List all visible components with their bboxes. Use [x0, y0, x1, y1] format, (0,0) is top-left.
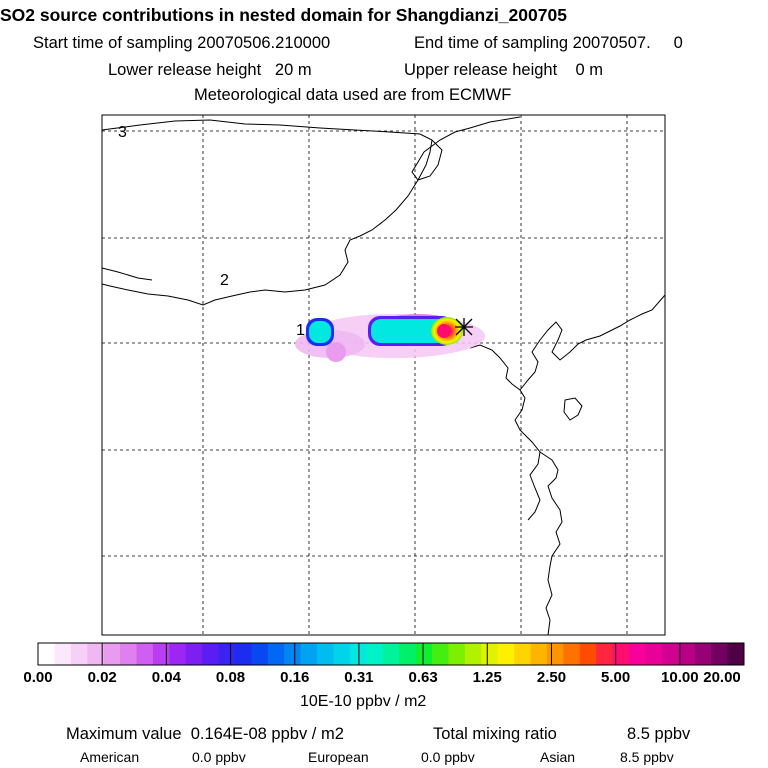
colorbar-swatch [317, 643, 335, 665]
colorbar-units: 10E-10 ppbv / m2 [300, 693, 427, 710]
colorbar-swatch [382, 643, 400, 665]
colorbar-swatch [415, 643, 433, 665]
region-label-2: 2 [220, 272, 229, 289]
colorbar-swatch [563, 643, 581, 665]
colorbar-swatch [185, 643, 203, 665]
colorbar-swatch [579, 643, 597, 665]
colorbar-swatch [481, 643, 499, 665]
region-label-1: 1 [296, 322, 305, 339]
colorbar-swatch [711, 643, 729, 665]
plot-title: SO2 source contributions in nested domai… [0, 5, 567, 25]
map-frame [101, 114, 666, 636]
colorbar-swatch [727, 643, 745, 665]
colorbar-swatch [202, 643, 220, 665]
asian-label: Asian [540, 749, 576, 765]
colorbar-swatch [218, 643, 236, 665]
colorbar-swatch [399, 643, 417, 665]
colorbar-tick-label: 20.00 [703, 669, 741, 686]
colorbar-swatch [432, 643, 449, 665]
colorbar-tick-label: 0.00 [23, 669, 53, 686]
colorbar-tick-label: 0.04 [151, 669, 181, 686]
colorbar-swatch [120, 643, 138, 665]
colorbar-swatch [530, 643, 548, 665]
colorbar-swatch [169, 643, 187, 665]
met-data-source: Meteorological data used are from ECMWF [194, 86, 512, 104]
colorbar-swatch [629, 643, 646, 665]
colorbar-tick-label: 0.16 [280, 669, 310, 686]
european-value: 0.0 ppbv [421, 749, 475, 765]
colorbar-swatch [87, 643, 105, 665]
lower-release-height: Lower release height 20 m [108, 61, 312, 79]
colorbar-swatch [38, 643, 55, 665]
colorbar-swatch [267, 643, 285, 665]
colorbar-swatch [645, 643, 663, 665]
colorbar-swatch [70, 643, 88, 665]
colorbar-swatch [152, 643, 170, 665]
station-marker-icon [455, 318, 473, 336]
start-sampling-time: Start time of sampling 20070506.210000 [33, 34, 331, 52]
lat-lon-grid [102, 115, 665, 635]
colorbar-swatch [514, 643, 532, 665]
so2-plume [295, 314, 485, 362]
end-sampling-time: End time of sampling 20070507. 0 [414, 34, 683, 52]
colorbar [37, 642, 745, 666]
total-mixing-ratio-value: 8.5 ppbv [627, 725, 691, 743]
colorbar-swatch [235, 643, 252, 665]
colorbar-tick-label: 10.00 [661, 669, 699, 686]
colorbar-swatch [661, 643, 679, 665]
colorbar-swatch [464, 643, 482, 665]
american-value: 0.0 ppbv [192, 749, 246, 765]
colorbar-tick-label: 2.50 [536, 669, 567, 686]
colorbar-swatch [251, 643, 269, 665]
maximum-value: Maximum value 0.164E-08 ppbv / m2 [66, 725, 344, 743]
colorbar-swatch [497, 643, 515, 665]
colorbar-swatch [596, 643, 614, 665]
colorbar-swatch [103, 643, 121, 665]
colorbar-swatch [54, 643, 72, 665]
colorbar-tick-label: 0.08 [215, 669, 246, 686]
colorbar-swatch [678, 643, 696, 665]
colorbar-tick-label: 1.25 [472, 669, 502, 686]
colorbar-tick-label: 0.63 [408, 669, 438, 686]
colorbar-swatch [448, 643, 466, 665]
colorbar-tick-label: 0.02 [87, 669, 117, 686]
colorbar-swatch [333, 643, 351, 665]
european-label: European [308, 749, 369, 765]
colorbar-swatch [612, 643, 630, 665]
total-mixing-ratio-label: Total mixing ratio [433, 725, 557, 743]
colorbar-swatch [284, 643, 302, 665]
country-boundaries [101, 116, 666, 636]
colorbar-tick-label: 0.31 [344, 669, 374, 686]
colorbar-swatch [136, 643, 154, 665]
colorbar-swatch [300, 643, 318, 665]
region-label-3: 3 [118, 124, 127, 141]
american-label: American [80, 749, 140, 765]
colorbar-swatch [546, 643, 564, 665]
upper-release-height: Upper release height 0 m [404, 61, 604, 79]
colorbar-swatch [694, 643, 712, 665]
asian-value: 8.5 ppbv [620, 749, 674, 765]
colorbar-tick-label: 5.00 [601, 669, 631, 686]
colorbar-swatch [366, 643, 384, 665]
